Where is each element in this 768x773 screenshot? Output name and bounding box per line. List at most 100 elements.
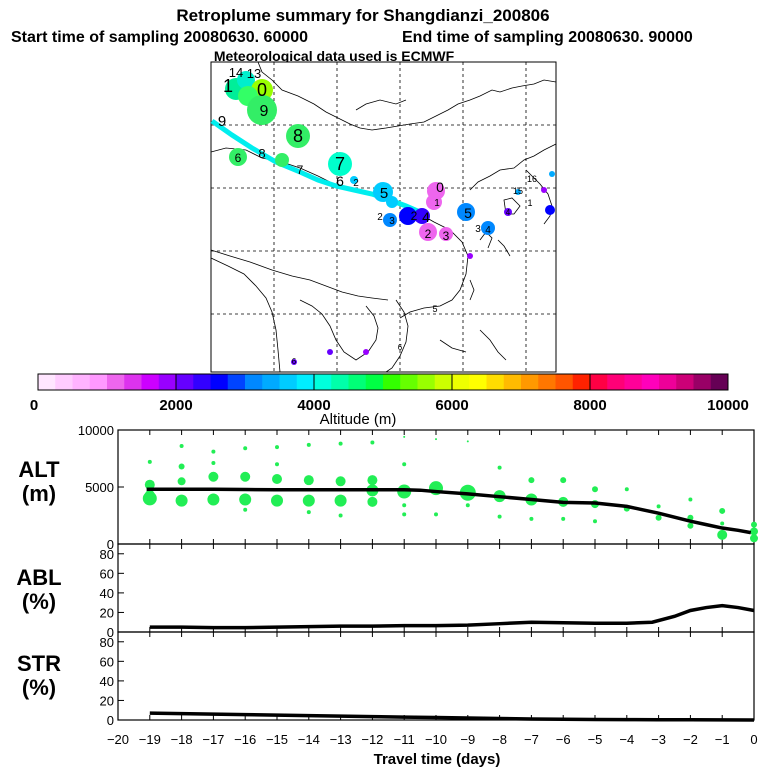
- x-tick-label: −8: [492, 732, 507, 747]
- altitude-point: [465, 503, 470, 508]
- altitude-point: [624, 487, 629, 492]
- colorbar-cell: [89, 374, 108, 390]
- plume-marker: [419, 223, 437, 241]
- x-tick-label: −3: [651, 732, 666, 747]
- alt-unit: (m): [22, 481, 56, 506]
- altitude-point: [720, 521, 725, 526]
- altitude-point: [178, 463, 185, 470]
- y-tick-label: 80: [100, 547, 114, 562]
- trajectory-day-label: 6: [235, 151, 242, 165]
- x-tick-label: 0: [750, 732, 757, 747]
- x-tick-label: −2: [683, 732, 698, 747]
- colorbar-cell: [572, 374, 591, 390]
- altitude-point: [529, 516, 534, 521]
- plume-marker: [414, 208, 430, 224]
- plume-marker: [541, 187, 547, 193]
- trajectory-day-label: 2: [377, 212, 383, 223]
- str-line: [149, 711, 755, 722]
- altitude-point: [717, 529, 728, 540]
- trajectory-day-label: 5: [464, 205, 472, 221]
- x-tick-label: −7: [524, 732, 539, 747]
- colorbar-cell: [555, 374, 574, 390]
- altitude-point: [719, 507, 726, 514]
- x-tick-label: −13: [330, 732, 352, 747]
- y-tick-label: 5000: [85, 480, 114, 495]
- end-time-label: End time of sampling 20080630. 90000: [402, 29, 693, 46]
- plume-marker: [386, 196, 398, 208]
- trajectory-day-label: 6: [336, 173, 344, 189]
- colorbar-cell: [55, 374, 73, 390]
- altitude-point: [402, 503, 407, 508]
- altitude-point: [144, 479, 155, 490]
- x-tick-label: −10: [425, 732, 447, 747]
- str-unit: (%): [22, 675, 56, 700]
- trajectory-day-label: 6: [292, 357, 297, 366]
- x-tick-label: −11: [394, 732, 415, 747]
- y-tick-label: 40: [100, 674, 114, 689]
- colorbar-tick-label: 10000: [707, 397, 749, 414]
- altitude-point: [402, 462, 407, 467]
- trajectory-day-label: 2: [353, 178, 359, 189]
- plume-marker: [291, 359, 297, 365]
- colorbar-cell: [141, 374, 160, 390]
- altitude-point: [177, 477, 186, 486]
- y-tick-label: 0: [107, 713, 114, 728]
- x-tick-label: −15: [266, 732, 288, 747]
- colorbar-cell: [641, 374, 660, 390]
- colorbar-tick-label: 0: [30, 397, 38, 414]
- trajectory-day-label: 14: [229, 65, 243, 80]
- altitude-point: [243, 507, 248, 512]
- altitude-point: [560, 477, 567, 484]
- mean-altitude-line: [146, 487, 752, 535]
- trajectory-day-label: 9: [218, 113, 226, 130]
- altitude-point: [750, 527, 758, 536]
- x-tick-label: −14: [298, 732, 320, 747]
- altitude-point: [403, 435, 406, 438]
- y-tick-label: 20: [100, 693, 114, 708]
- x-tick-label: −1: [715, 732, 730, 747]
- altitude-point: [306, 442, 311, 447]
- altitude-point: [207, 493, 220, 506]
- trajectory-day-label: 6: [398, 343, 403, 352]
- colorbar-cell: [659, 374, 677, 390]
- trajectory-day-label: 0: [436, 179, 444, 195]
- alt-label: ALT: [18, 457, 60, 482]
- colorbar-cell: [176, 374, 194, 390]
- plume-marker: [467, 253, 473, 259]
- trajectory-day-label: 2: [411, 209, 418, 223]
- plume-marker: [350, 176, 358, 184]
- altitude-point: [497, 465, 502, 470]
- plume-marker: [426, 194, 442, 210]
- y-tick-label: 60: [100, 566, 114, 581]
- altitude-point: [561, 516, 566, 521]
- y-tick-label: 80: [100, 635, 114, 650]
- trajectory-day-label: 1: [527, 198, 532, 208]
- plume-marker: [327, 349, 333, 355]
- colorbar-cell: [245, 374, 263, 390]
- altitude-point: [335, 476, 346, 487]
- colorbar-cell: [434, 374, 453, 390]
- plume-marker: [286, 124, 310, 148]
- abl-line: [149, 603, 755, 630]
- met-data-label: Meteorological data used is ECMWF: [214, 48, 455, 64]
- plume-marker: [515, 189, 521, 195]
- colorbar-tick-label: 6000: [435, 397, 468, 414]
- colorbar-cell: [72, 374, 91, 390]
- colorbar-cell: [624, 374, 643, 390]
- trajectory-day-label: 4: [485, 225, 491, 236]
- trajectory-day-label: 15: [513, 186, 523, 196]
- altitude-point: [239, 493, 252, 506]
- colorbar-cell: [590, 374, 608, 390]
- altitude-point: [175, 494, 188, 507]
- abl-label: ABL: [16, 565, 61, 590]
- altitude-point: [751, 521, 757, 528]
- colorbar-tick-label: 4000: [297, 397, 330, 414]
- colorbar-cell: [279, 374, 298, 390]
- colorbar-title: Altitude (m): [320, 411, 397, 428]
- trajectory-day-label: 13: [247, 66, 261, 81]
- altitude-point: [497, 514, 502, 519]
- colorbar-cell: [314, 374, 332, 390]
- x-tick-label: −5: [588, 732, 603, 747]
- colorbar-cell: [124, 374, 142, 390]
- x-tick-label: −16: [234, 732, 256, 747]
